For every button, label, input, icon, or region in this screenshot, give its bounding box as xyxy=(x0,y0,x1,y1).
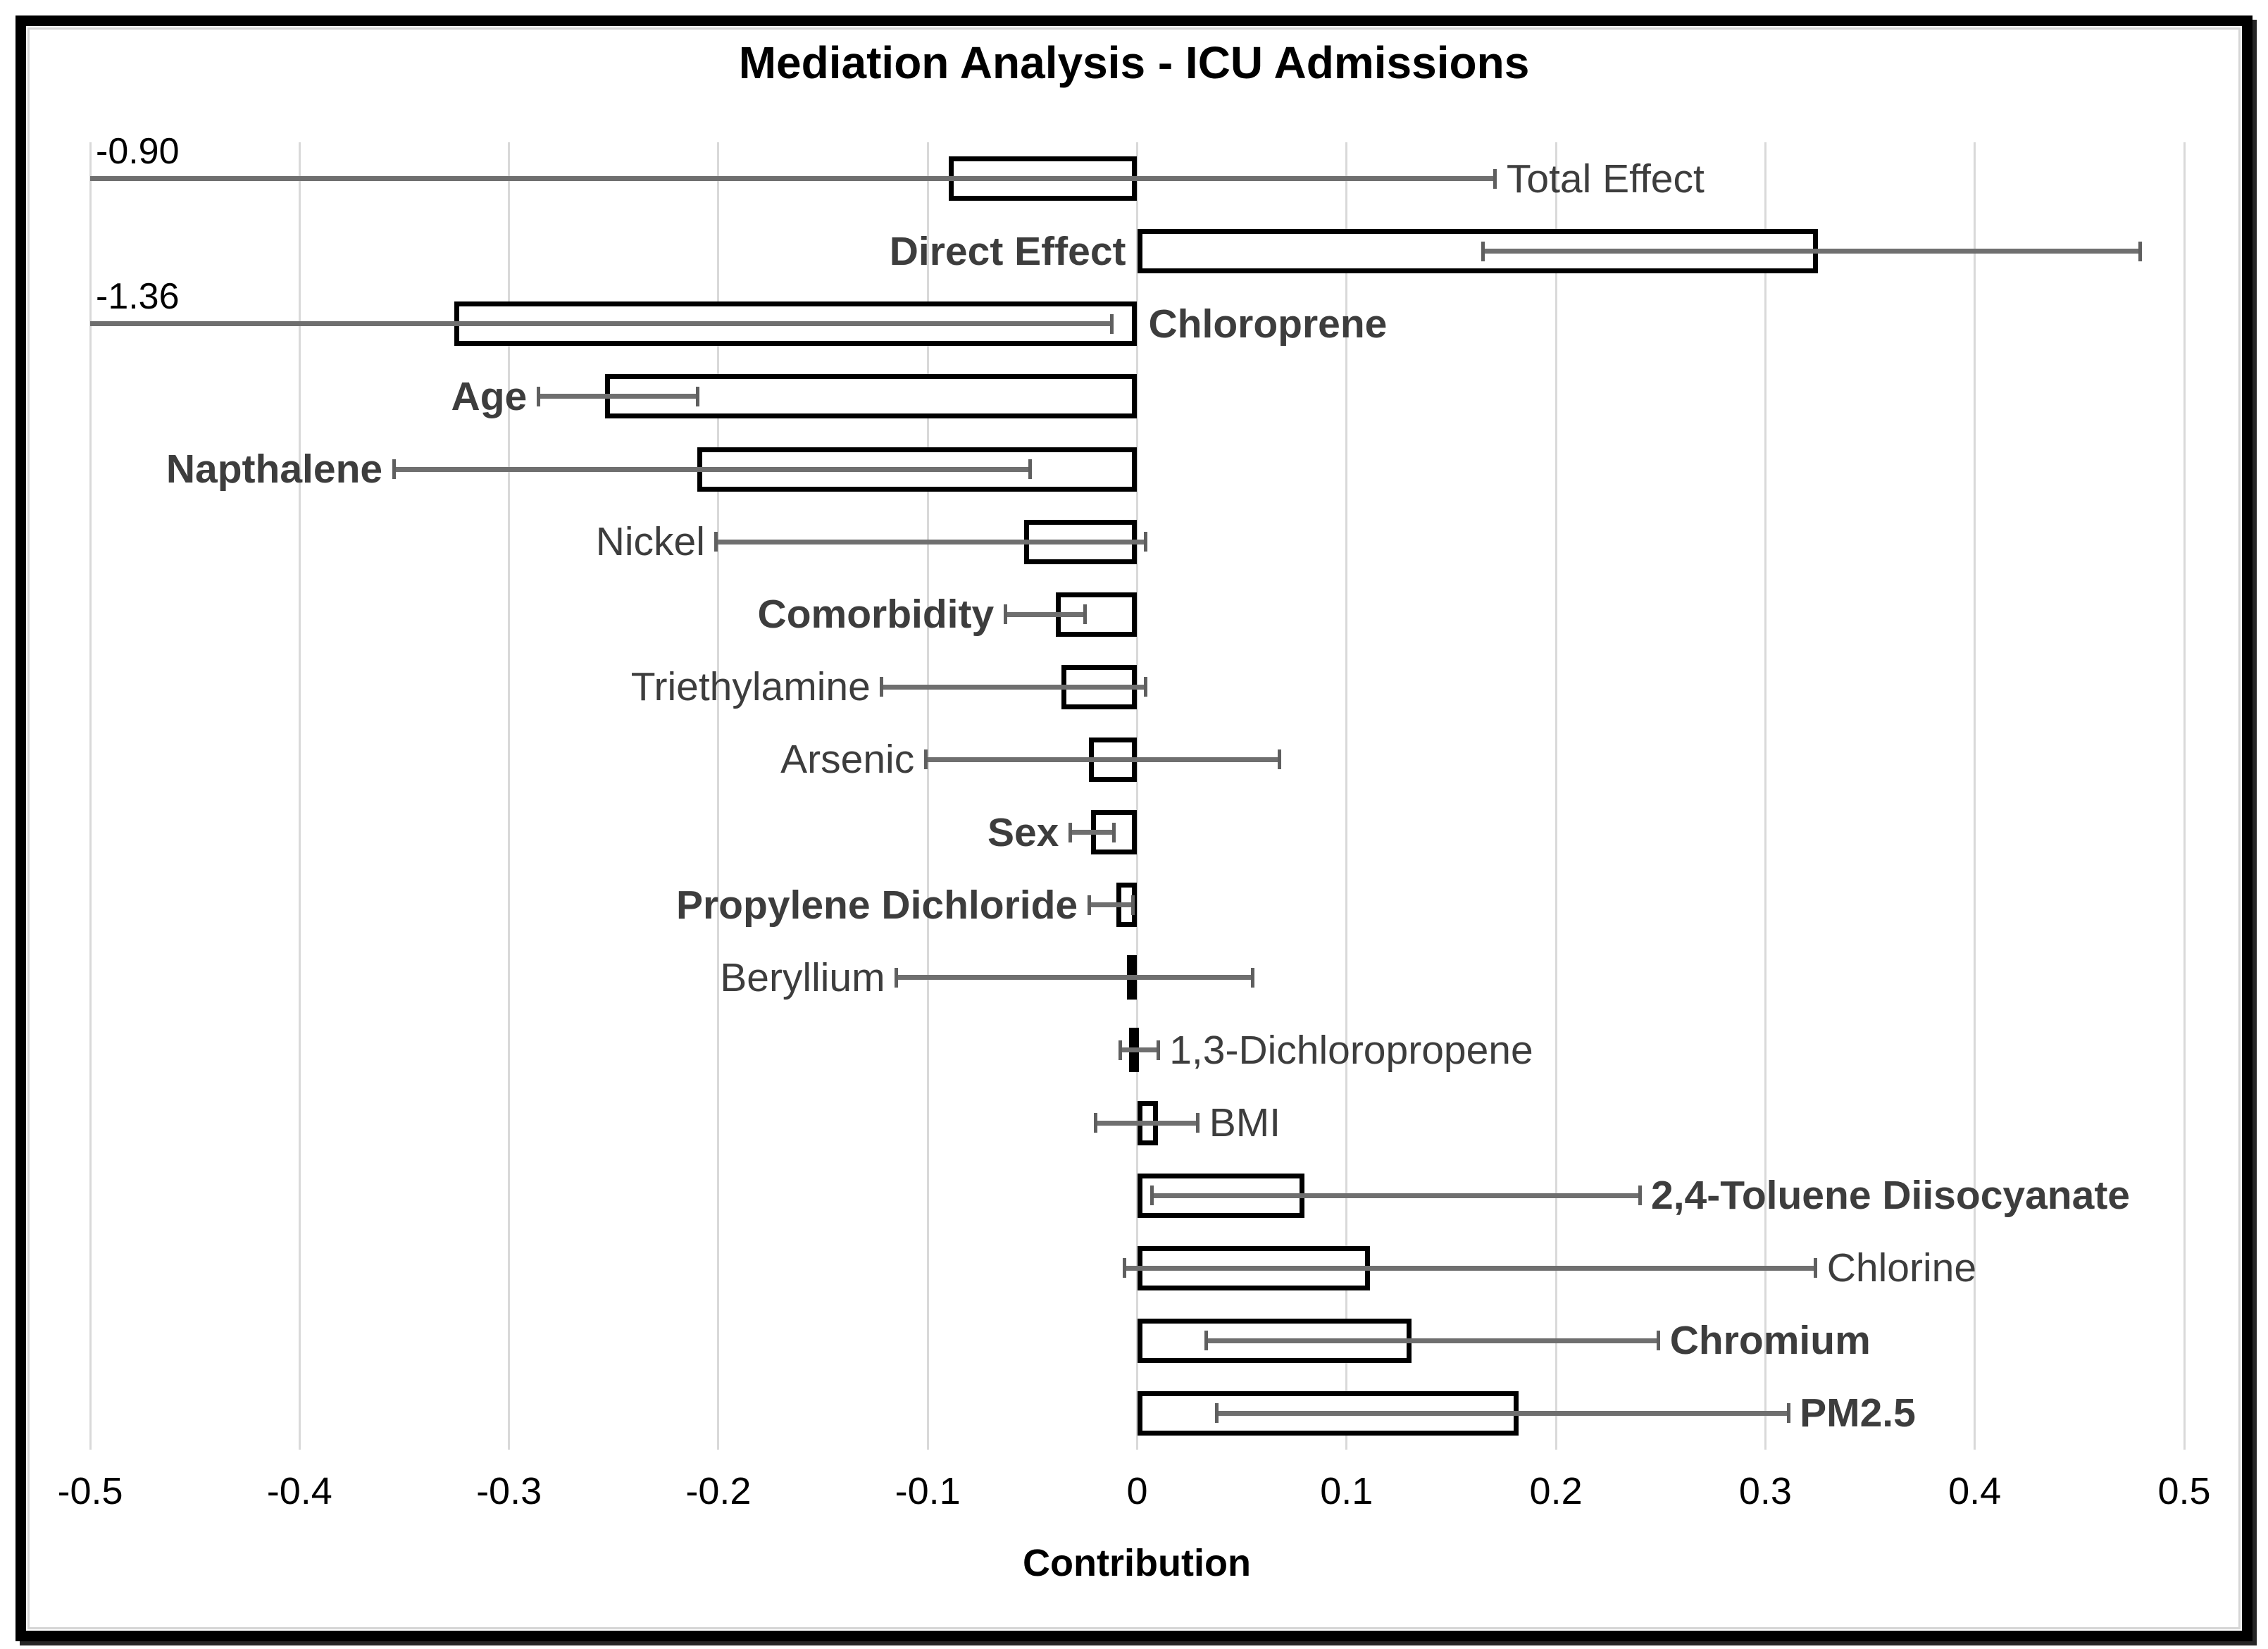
x-tick-label: -0.2 xyxy=(685,1470,752,1512)
error-bar-cap-high xyxy=(2138,241,2143,261)
row-label: Napthalene xyxy=(166,447,383,492)
error-bar-cap-low xyxy=(1214,1403,1219,1424)
bar xyxy=(1055,592,1138,637)
row-label: Total Effect xyxy=(1506,156,1705,201)
error-bar-cap-low xyxy=(1149,1186,1154,1206)
error-bar-cap-low xyxy=(1119,1040,1123,1060)
x-tick-label: -0.1 xyxy=(895,1470,961,1512)
gridline xyxy=(1554,142,1557,1450)
error-bar xyxy=(90,176,1495,182)
error-bar-cap-high xyxy=(1131,895,1135,915)
error-bar xyxy=(1124,1265,1816,1271)
error-bar-cap-high xyxy=(1814,1258,1818,1278)
error-bar-cap-low xyxy=(1481,241,1485,261)
gridline xyxy=(298,142,301,1450)
error-bar xyxy=(1206,1338,1659,1343)
row-label: Age xyxy=(451,373,528,419)
error-bar xyxy=(538,394,698,399)
row-label: Comorbidity xyxy=(757,592,995,637)
row-label: 1,3-Dichloropropene xyxy=(1169,1027,1533,1073)
error-bar xyxy=(716,539,1146,545)
error-bar-cap-high xyxy=(1110,313,1114,334)
row-label: PM2.5 xyxy=(1800,1390,1916,1436)
x-tick-label: -0.4 xyxy=(266,1470,332,1512)
error-bar-cap-low xyxy=(1204,1331,1209,1351)
gridline xyxy=(89,142,92,1450)
row-label: Chloroprene xyxy=(1148,301,1388,347)
figure-inner-border xyxy=(27,27,2241,1629)
x-tick-label: 0.4 xyxy=(1948,1470,2002,1512)
error-bar-cap-low xyxy=(895,967,899,988)
gridline xyxy=(717,142,720,1450)
error-bar xyxy=(926,757,1280,762)
row-label: Triethylamine xyxy=(630,664,871,710)
row-label: 2,4-Toluene Diisocyanate xyxy=(1651,1173,2131,1219)
gridline xyxy=(1764,142,1767,1450)
error-bar-cap-low xyxy=(1003,604,1007,625)
gridline xyxy=(1345,142,1348,1450)
gridline xyxy=(2183,142,2186,1450)
error-bar xyxy=(896,975,1252,981)
error-bar-cap-low xyxy=(880,677,884,697)
x-tick-label: 0.1 xyxy=(1320,1470,1373,1512)
row-label: Chromium xyxy=(1669,1318,1871,1364)
x-axis-title: Contribution xyxy=(1023,1542,1251,1584)
error-bar xyxy=(1483,249,2141,254)
error-bar-cap-low xyxy=(923,749,928,770)
error-bar-cap-high xyxy=(1143,532,1147,552)
x-tick-label: 0.5 xyxy=(2157,1470,2211,1512)
error-bar-cap-high xyxy=(1278,749,1282,770)
error-bar-cap-low xyxy=(714,532,718,552)
error-bar xyxy=(1152,1193,1640,1198)
error-bar-cap-high xyxy=(1143,677,1147,697)
error-bar-cap-low xyxy=(1087,895,1091,915)
error-bar xyxy=(1095,1120,1198,1126)
error-bar-cap-high xyxy=(1156,1040,1160,1060)
error-bar-cap-high xyxy=(695,386,699,406)
row-label: Nickel xyxy=(595,519,705,565)
x-tick-label: 0.3 xyxy=(1738,1470,1792,1512)
error-bar xyxy=(90,321,1112,327)
gridline xyxy=(1136,142,1138,1450)
x-tick-label: 0.2 xyxy=(1529,1470,1583,1512)
gridline xyxy=(926,142,929,1450)
chart-title: Mediation Analysis - ICU Admissions xyxy=(738,37,1530,88)
error-bar-cap-high xyxy=(1657,1331,1661,1351)
clipped-ci-annotation: -1.36 xyxy=(96,275,180,317)
row-label: Sex xyxy=(987,809,1059,855)
error-bar-cap-low xyxy=(1068,822,1072,842)
row-label: Propylene Dichloride xyxy=(675,882,1078,928)
error-bar xyxy=(1216,1410,1789,1416)
row-label: BMI xyxy=(1209,1100,1281,1145)
error-bar-cap-low xyxy=(1123,1258,1127,1278)
error-bar-cap-high xyxy=(1638,1186,1642,1206)
x-tick-label: -0.3 xyxy=(476,1470,542,1512)
error-bar xyxy=(1120,1047,1159,1053)
gridline xyxy=(1974,142,1976,1450)
error-bar-cap-high xyxy=(1112,822,1116,842)
error-bar xyxy=(1070,830,1114,835)
error-bar-cap-high xyxy=(1028,459,1033,479)
row-label: Arsenic xyxy=(780,737,915,783)
row-label: Chlorine xyxy=(1826,1245,1977,1291)
gridline xyxy=(508,142,511,1450)
error-bar-cap-high xyxy=(1493,168,1497,189)
error-bar-cap-low xyxy=(1093,1113,1097,1133)
error-bar-cap-high xyxy=(1250,967,1254,988)
error-bar-cap-low xyxy=(536,386,540,406)
error-bar-cap-low xyxy=(392,459,396,479)
x-tick-label: -0.5 xyxy=(57,1470,123,1512)
error-bar-cap-high xyxy=(1196,1113,1200,1133)
error-bar-cap-high xyxy=(1786,1403,1790,1424)
x-tick-label: 0 xyxy=(1126,1470,1148,1512)
error-bar-cap-high xyxy=(1083,604,1087,625)
row-label: Beryllium xyxy=(720,954,885,1000)
row-label: Direct Effect xyxy=(889,228,1126,274)
error-bar xyxy=(394,466,1030,472)
error-bar xyxy=(881,684,1146,690)
clipped-ci-annotation: -0.90 xyxy=(96,130,180,172)
error-bar xyxy=(1089,902,1133,908)
error-bar xyxy=(1005,611,1085,617)
